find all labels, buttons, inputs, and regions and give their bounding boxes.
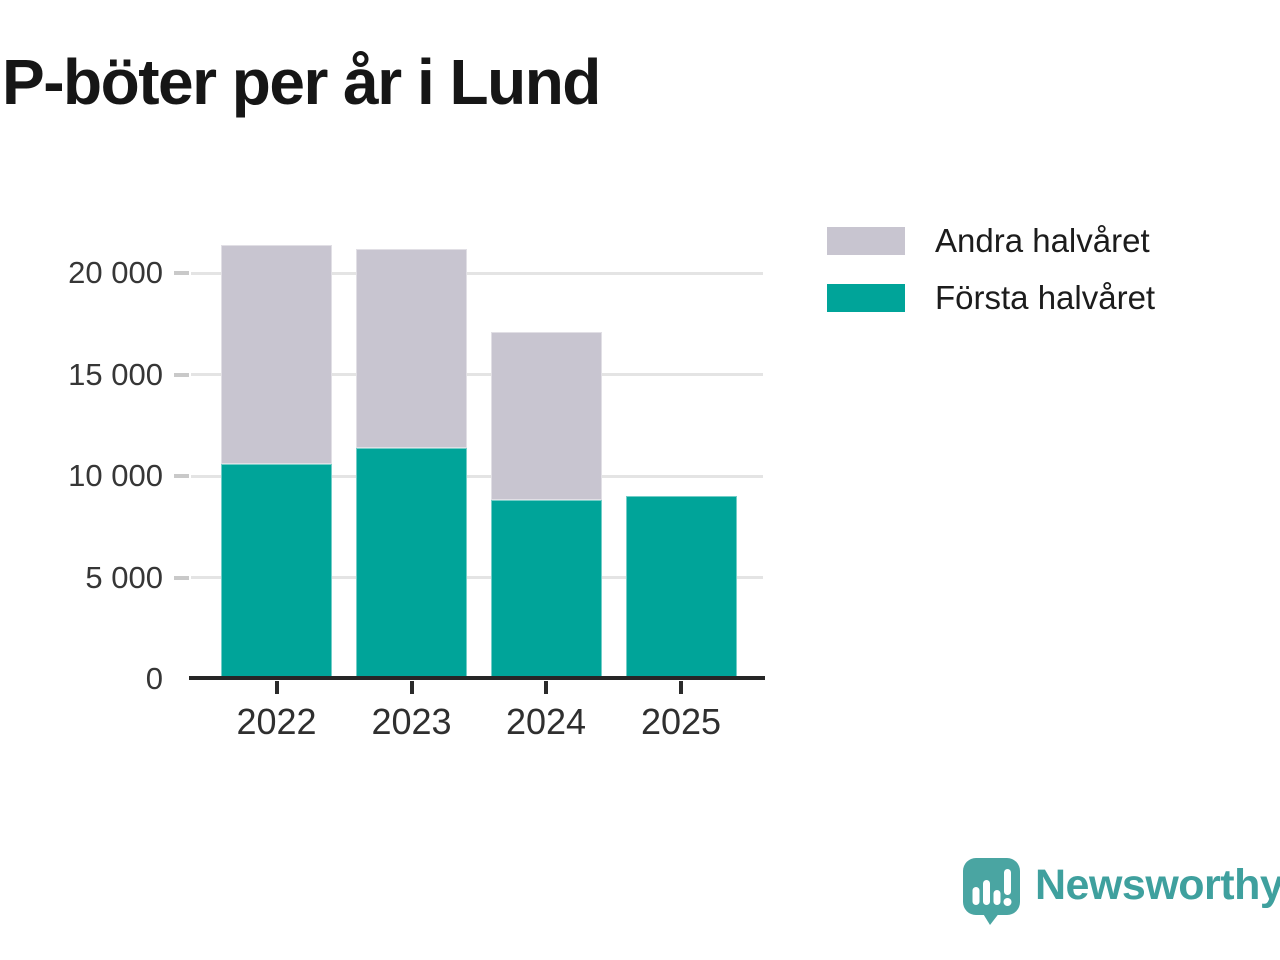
legend-swatch-forsta-halvaret [827, 284, 905, 312]
newsworthy-logo: Newsworthy [962, 857, 1280, 925]
bar-2023-andra-halvaret [356, 248, 467, 448]
y-axis-label-20000: 20 000 [68, 255, 163, 291]
legend-swatch-andra-halvaret [827, 227, 905, 255]
bar-2024-andra-halvaret [490, 332, 602, 501]
x-axis-line [189, 676, 765, 680]
y-axis-tick-5000 [174, 575, 189, 580]
bar-2023-forsta-halvaret [356, 447, 467, 679]
x-axis-tick-2024 [544, 681, 548, 694]
x-axis-tick-2023 [409, 681, 414, 694]
y-axis-label-10000: 10 000 [68, 458, 163, 494]
newsworthy-logo-text: Newsworthy [1035, 860, 1280, 909]
x-axis-label-2024: 2024 [505, 701, 587, 742]
bar-2022-andra-halvaret [221, 244, 332, 464]
legend-label: Andra halvåret [935, 222, 1150, 259]
x-axis-label-2022: 2022 [236, 701, 317, 742]
legend-label: Första halvåret [935, 279, 1156, 316]
bar-2025-forsta-halvaret [625, 496, 737, 679]
gridline-20000 [191, 271, 763, 275]
y-axis-label-15000: 15 000 [68, 356, 163, 392]
gridline-5000 [191, 576, 763, 580]
y-axis-label-5000: 5 000 [85, 559, 163, 595]
bar-2022-forsta-halvaret [221, 463, 332, 679]
x-axis-label-2023: 2023 [371, 701, 452, 742]
x-axis-tick-2025 [679, 681, 683, 694]
bar-2024-forsta-halvaret [490, 500, 602, 679]
chart-title: P-böter per år i Lund [2, 46, 601, 118]
y-axis-tick-15000 [174, 372, 189, 377]
y-axis-label-0: 0 [145, 661, 163, 696]
bar-chart-speech-bubble-icon [963, 858, 1020, 925]
x-axis-label-2025: 2025 [640, 701, 722, 742]
y-axis-tick-20000 [174, 271, 189, 276]
legend-item-andra-halvaret: Andra halvåret [827, 224, 1150, 258]
x-axis-tick-2022 [274, 681, 279, 694]
legend-item-forsta-halvaret: Första halvåret [827, 281, 1155, 315]
gridline-10000 [191, 474, 763, 478]
gridline-15000 [191, 373, 763, 377]
y-axis-tick-10000 [174, 474, 189, 479]
